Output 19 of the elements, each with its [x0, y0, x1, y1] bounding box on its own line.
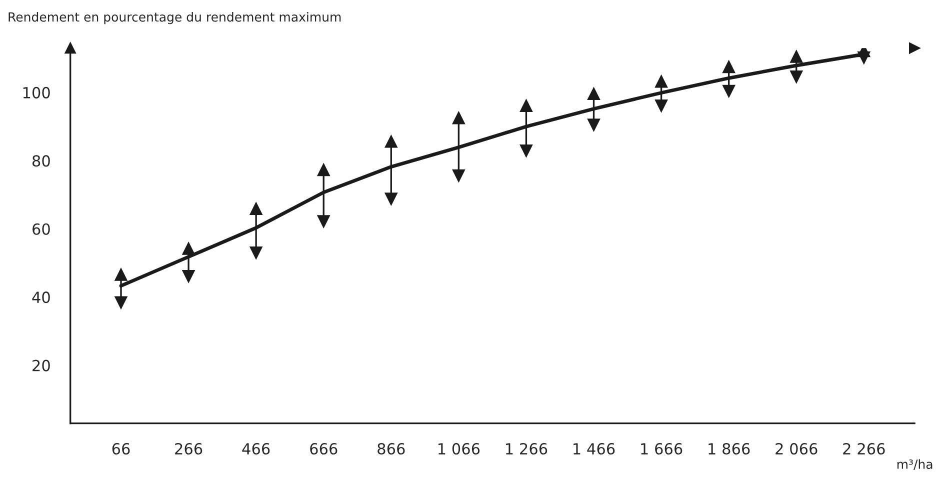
x-axis-title: m³/ha	[897, 459, 932, 470]
x-tick-label: 466	[242, 442, 270, 455]
x-tick-label: 1 666	[641, 442, 682, 455]
x-tick-label: 266	[175, 442, 202, 455]
x-tick-label: 66	[112, 442, 130, 455]
y-tick-label: 80	[32, 155, 50, 167]
x-tick-label: 1 266	[506, 442, 548, 455]
y-tick-label: 60	[32, 223, 50, 235]
y-tick-label: 20	[32, 360, 50, 372]
x-tick-label: 1 466	[574, 442, 615, 455]
x-tick-label: 1 866	[708, 442, 750, 455]
x-tick-label: 1 066	[438, 442, 480, 455]
x-tick-label: 866	[378, 442, 405, 455]
x-tick-label: 2 066	[776, 442, 818, 455]
y-tick-label: 40	[32, 292, 50, 304]
y-axis-title: Rendement en pourcentage du rendement maximum	[8, 12, 341, 24]
x-tick-label: 666	[310, 442, 338, 455]
x-tick-label: 2 266	[843, 442, 885, 455]
y-tick-label: 100	[23, 86, 50, 98]
